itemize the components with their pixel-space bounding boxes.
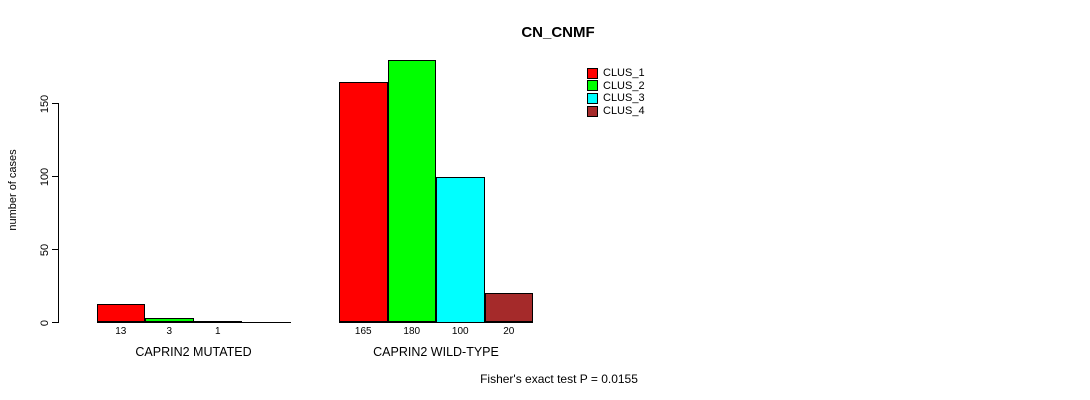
bar-value-label: 165	[354, 326, 372, 337]
y-axis-tick-label: 150	[39, 94, 51, 113]
annotation-fisher-test: Fisher's exact test P = 0.0155	[480, 372, 638, 386]
legend-item-label: CLUS_1	[603, 67, 645, 79]
y-axis-tick	[52, 175, 59, 178]
y-axis-tick	[52, 102, 59, 105]
group-label: CAPRIN2 MUTATED	[135, 345, 252, 359]
legend-item-clus_3: CLUS_3	[587, 92, 645, 105]
y-axis-title: number of cases	[7, 149, 19, 231]
group-label: CAPRIN2 WILD-TYPE	[373, 345, 499, 359]
legend-swatch	[587, 92, 598, 104]
legend-item-label: CLUS_3	[603, 92, 645, 105]
bar-value-label: 3	[166, 326, 173, 337]
legend-item-label: CLUS_2	[603, 79, 645, 92]
bar-value-label: 20	[503, 326, 515, 337]
chart-title: CN_CNMF	[521, 24, 595, 41]
y-axis-tick-label: 0	[39, 319, 51, 326]
legend-item-clus_2: CLUS_2	[587, 79, 645, 92]
bar-clus_4	[484, 293, 533, 323]
bar-value-label: 13	[115, 326, 127, 337]
y-axis-tick	[52, 321, 59, 324]
y-axis-tick-label: 50	[39, 243, 51, 256]
y-axis-tick	[52, 248, 59, 251]
y-axis-tick-label: 100	[39, 167, 51, 186]
bar-clus_1	[96, 303, 145, 323]
bar-clus_3	[436, 176, 485, 323]
legend-item-clus_4: CLUS_4	[587, 105, 645, 118]
legend-swatch	[587, 80, 598, 92]
legend-swatch	[587, 67, 598, 79]
bar-clus_2	[145, 318, 194, 323]
bar-clus_1	[339, 81, 388, 323]
bar-value-label: 1	[214, 326, 221, 337]
legend-item-label: CLUS_4	[603, 105, 645, 118]
bar-value-label: 100	[451, 326, 469, 337]
legend-swatch	[587, 105, 598, 117]
bar-clus_3	[193, 321, 242, 324]
y-axis-line	[57, 102, 60, 324]
legend-item-clus_1: CLUS_1	[587, 67, 645, 79]
bar-value-label: 180	[403, 326, 421, 337]
bar-clus_2	[387, 59, 436, 323]
